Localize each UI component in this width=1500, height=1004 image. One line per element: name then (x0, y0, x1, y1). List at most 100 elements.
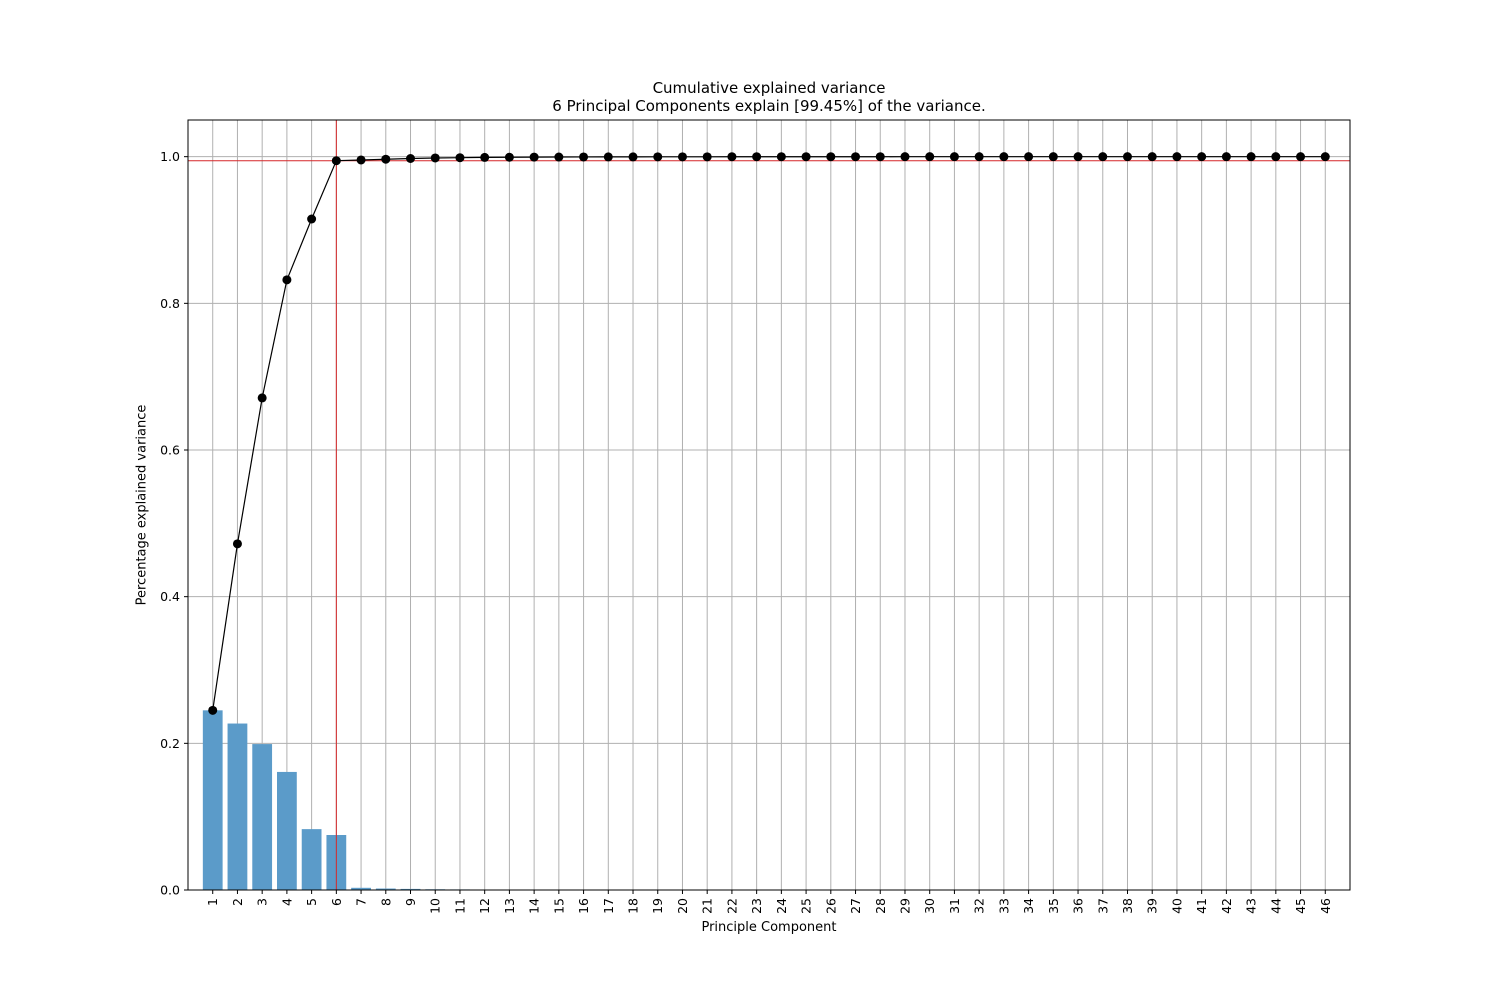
cumulative-point (1197, 152, 1206, 161)
cumulative-point (282, 275, 291, 284)
x-tick-label: 1 (205, 898, 220, 906)
x-tick-label: 42 (1219, 898, 1234, 914)
cumulative-point (604, 152, 613, 161)
x-tick-label: 46 (1318, 898, 1333, 914)
cumulative-point (1049, 152, 1058, 161)
x-tick-label: 6 (329, 898, 344, 906)
cumulative-point (1074, 152, 1083, 161)
chart-title: Cumulative explained variance (188, 79, 1350, 97)
cumulative-point (381, 155, 390, 164)
x-tick-label: 30 (922, 898, 937, 914)
cumulative-point (900, 152, 909, 161)
x-tick-label: 10 (428, 898, 443, 914)
x-tick-label: 34 (1021, 898, 1036, 914)
x-tick-label: 5 (304, 898, 319, 906)
x-tick-label: 43 (1244, 898, 1259, 914)
cumulative-point (554, 153, 563, 162)
bar (302, 829, 322, 890)
cumulative-point (1271, 152, 1280, 161)
x-tick-label: 13 (502, 898, 517, 914)
x-tick-label: 24 (774, 898, 789, 914)
bar (203, 710, 223, 890)
cumulative-point (876, 152, 885, 161)
x-tick-label: 29 (897, 898, 912, 914)
bar (252, 744, 272, 890)
x-tick-label: 7 (354, 898, 369, 906)
x-tick-label: 11 (452, 898, 467, 914)
cumulative-point (999, 152, 1008, 161)
cumulative-point (258, 393, 267, 402)
cumulative-point (1296, 152, 1305, 161)
x-tick-label: 8 (378, 898, 393, 906)
x-tick-label: 15 (551, 898, 566, 914)
x-tick-label: 44 (1268, 898, 1283, 914)
cumulative-point (406, 154, 415, 163)
cumulative-point (950, 152, 959, 161)
y-tick-label: 1.0 (160, 149, 180, 164)
cumulative-point (629, 152, 638, 161)
cumulative-point (1222, 152, 1231, 161)
cumulative-point (332, 156, 341, 165)
x-tick-label: 18 (626, 898, 641, 914)
x-tick-label: 38 (1120, 898, 1135, 914)
x-tick-label: 26 (823, 898, 838, 914)
cumulative-point (802, 152, 811, 161)
cumulative-point (208, 706, 217, 715)
x-tick-label: 16 (576, 898, 591, 914)
cumulative-point (1247, 152, 1256, 161)
cumulative-point (752, 152, 761, 161)
cumulative-point (357, 155, 366, 164)
x-tick-label: 37 (1095, 898, 1110, 914)
x-tick-label: 4 (279, 898, 294, 906)
x-tick-label: 19 (650, 898, 665, 914)
cumulative-point (431, 153, 440, 162)
x-tick-label: 35 (1046, 898, 1061, 914)
bar (228, 724, 248, 890)
cumulative-point (727, 152, 736, 161)
x-tick-label: 36 (1071, 898, 1086, 914)
y-tick-label: 0.2 (160, 736, 180, 751)
cumulative-point (1148, 152, 1157, 161)
cumulative-point (703, 152, 712, 161)
x-tick-label: 33 (996, 898, 1011, 914)
x-tick-label: 12 (477, 898, 492, 914)
cumulative-point (480, 153, 489, 162)
x-tick-label: 41 (1194, 898, 1209, 914)
x-tick-label: 9 (403, 898, 418, 906)
x-tick-label: 31 (947, 898, 962, 914)
cumulative-point (233, 539, 242, 548)
cumulative-point (851, 152, 860, 161)
cumulative-point (826, 152, 835, 161)
cumulative-point (777, 152, 786, 161)
cumulative-point (1172, 152, 1181, 161)
x-tick-label: 32 (972, 898, 987, 914)
x-tick-label: 23 (749, 898, 764, 914)
y-tick-label: 0.6 (160, 443, 180, 458)
cumulative-point (1024, 152, 1033, 161)
x-tick-label: 17 (601, 898, 616, 914)
x-tick-label: 28 (873, 898, 888, 914)
x-tick-label: 2 (230, 898, 245, 906)
cumulative-point (307, 215, 316, 224)
y-tick-label: 0.0 (160, 883, 180, 898)
y-tick-label: 0.4 (160, 589, 180, 604)
cumulative-point (925, 152, 934, 161)
cumulative-point (530, 153, 539, 162)
x-tick-label: 14 (527, 898, 542, 914)
x-tick-label: 21 (700, 898, 715, 914)
cumulative-point (653, 152, 662, 161)
x-tick-label: 39 (1145, 898, 1160, 914)
x-tick-label: 22 (724, 898, 739, 914)
bar (277, 772, 297, 890)
x-tick-label: 25 (799, 898, 814, 914)
x-axis-label: Principle Component (188, 920, 1350, 935)
x-tick-label: 3 (255, 898, 270, 906)
cumulative-point (505, 153, 514, 162)
x-tick-label: 27 (848, 898, 863, 914)
cumulative-point (579, 152, 588, 161)
cumulative-point (975, 152, 984, 161)
cumulative-point (1321, 152, 1330, 161)
x-tick-label: 45 (1293, 898, 1308, 914)
